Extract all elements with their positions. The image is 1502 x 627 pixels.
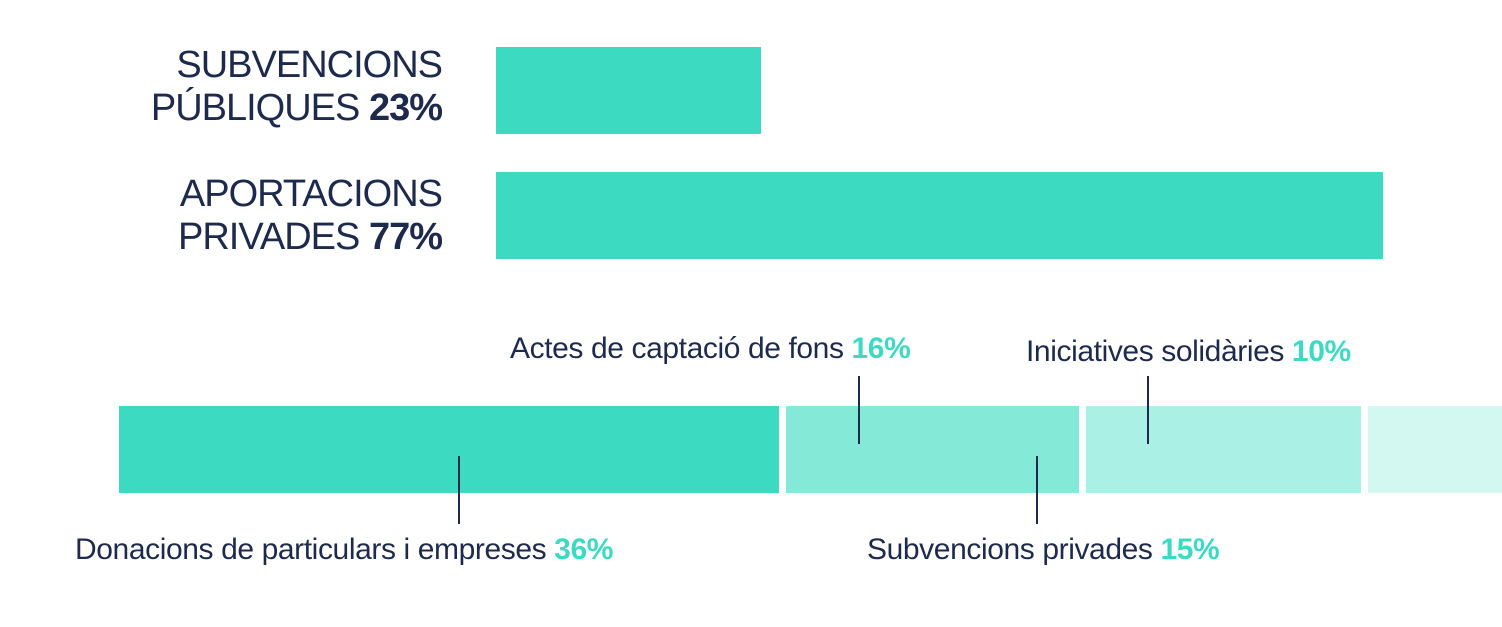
main-value-public: 23% xyxy=(368,87,443,129)
main-bar-private xyxy=(496,172,1383,259)
leader-line-solidarity-initiatives xyxy=(1147,376,1149,444)
segment-value-private-grants: 15% xyxy=(1160,533,1220,566)
leader-line-private-grants xyxy=(1036,456,1038,524)
segment-solidarity-initiatives xyxy=(1368,406,1502,493)
segment-name-solidarity-initiatives: Iniciatives solidàries xyxy=(1026,335,1284,368)
segment-value-fundraising-events: 16% xyxy=(851,332,911,365)
segment-name-donations: Donacions de particulars i empreses xyxy=(75,533,547,566)
segment-value-donations: 36% xyxy=(554,533,614,566)
main-label-private-line2: PRIVADES xyxy=(178,216,360,258)
segment-name-fundraising-events: Actes de captació de fons xyxy=(510,332,844,365)
main-label-public-line1: SUBVENCIONS xyxy=(176,44,443,86)
segment-value-solidarity-initiatives: 10% xyxy=(1291,335,1351,368)
main-label-public-line2: PÚBLIQUES xyxy=(150,87,361,129)
segment-fundraising-events xyxy=(786,406,1079,493)
main-bar-public xyxy=(496,47,761,134)
segment-label-donations: Donacions de particulars i empreses 36% xyxy=(75,533,613,567)
main-label-private: APORTACIONS PRIVADES 77% xyxy=(178,173,443,259)
leader-line-donations xyxy=(458,456,460,524)
segment-label-private-grants: Subvencions privades 15% xyxy=(867,533,1220,567)
segment-label-solidarity-initiatives: Iniciatives solidàries 10% xyxy=(1026,335,1351,369)
segment-name-private-grants: Subvencions privades xyxy=(867,533,1153,566)
segment-donations xyxy=(119,406,779,493)
segment-label-fundraising-events: Actes de captació de fons 16% xyxy=(510,332,911,366)
leader-line-fundraising-events xyxy=(858,376,860,444)
main-label-private-line1: APORTACIONS xyxy=(179,173,443,215)
segment-private-grants xyxy=(1086,406,1361,493)
main-label-public: SUBVENCIONS PÚBLIQUES 23% xyxy=(150,44,443,130)
main-value-private: 77% xyxy=(368,216,443,258)
